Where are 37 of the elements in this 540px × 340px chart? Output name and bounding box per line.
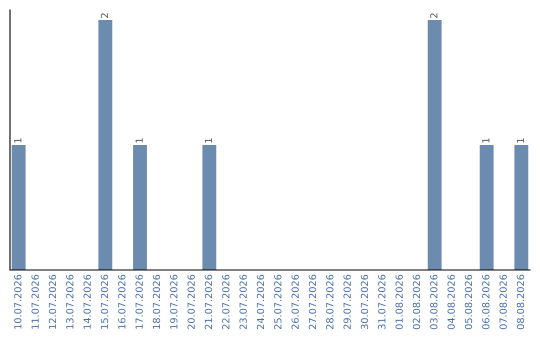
data-label: 1 [204,138,212,143]
x-tick-label: 12.07.2026 [48,274,56,329]
x-tick-label: 23.07.2026 [239,274,247,330]
x-tick-label: 21.07.2026 [204,274,212,330]
x-tick-label: 25.07.2026 [274,274,282,330]
x-tick-label: 28.07.2026 [326,274,334,330]
x-tick-label: 24.07.2026 [256,274,264,330]
data-label: 1 [14,138,22,143]
data-label: 2 [100,13,108,18]
x-tick-label: 01.08.2026 [395,274,403,330]
x-tick-label: 19.07.2026 [170,274,178,329]
x-tick-label: 06.08.2026 [482,274,490,330]
data-label: 1 [136,138,143,143]
x-tick-label: 14.07.2026 [83,274,91,329]
x-tick-label: 13.07.2026 [66,274,74,329]
data-label: 2 [430,13,438,18]
x-tick-label: 16.07.2026 [118,274,126,329]
x-tick-label: 30.07.2026 [360,274,368,330]
x-tick-label: 20.07.2026 [187,274,195,330]
x-tick-label: 18.07.2026 [152,274,160,329]
x-tick-label: 27.07.2026 [308,274,316,330]
x-tick-label: 15.07.2026 [100,274,108,329]
x-tick-label: 22.07.2026 [222,274,230,330]
x-tick-label: 26.07.2026 [291,274,299,330]
x-tick-label: 29.07.2026 [343,274,351,330]
x-tick-label: 07.08.2026 [499,274,507,330]
x-tick-label: 08.08.2026 [516,274,524,330]
x-tick-label: 05.08.2026 [464,274,472,330]
x-tick-label: 03.08.2026 [430,274,438,330]
x-tick-label: 10.07.2026 [14,274,22,329]
x-tick-label: 31.07.2026 [378,274,386,330]
x-tick-label: 04.08.2026 [447,274,455,330]
x-tick-label: 11.07.2026 [31,274,39,329]
data-label: 1 [516,138,524,143]
x-tick-label: 02.08.2026 [412,274,420,330]
x-tick-label: 17.07.2026 [135,274,143,329]
data-label: 1 [482,138,490,143]
